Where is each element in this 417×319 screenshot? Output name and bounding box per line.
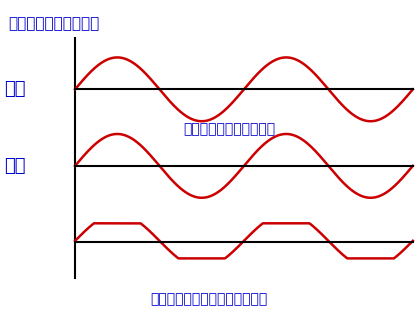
Text: 同相にするのがポイント: 同相にするのがポイント	[183, 122, 275, 136]
Text: 出力: 出力	[4, 157, 26, 175]
Text: 入力: 入力	[4, 80, 26, 98]
Text: 増幅率が高すぎると波形が歪む: 増幅率が高すぎると波形が歪む	[150, 292, 267, 306]
Text: 増幅器入出力端の波形: 増幅器入出力端の波形	[8, 16, 100, 31]
